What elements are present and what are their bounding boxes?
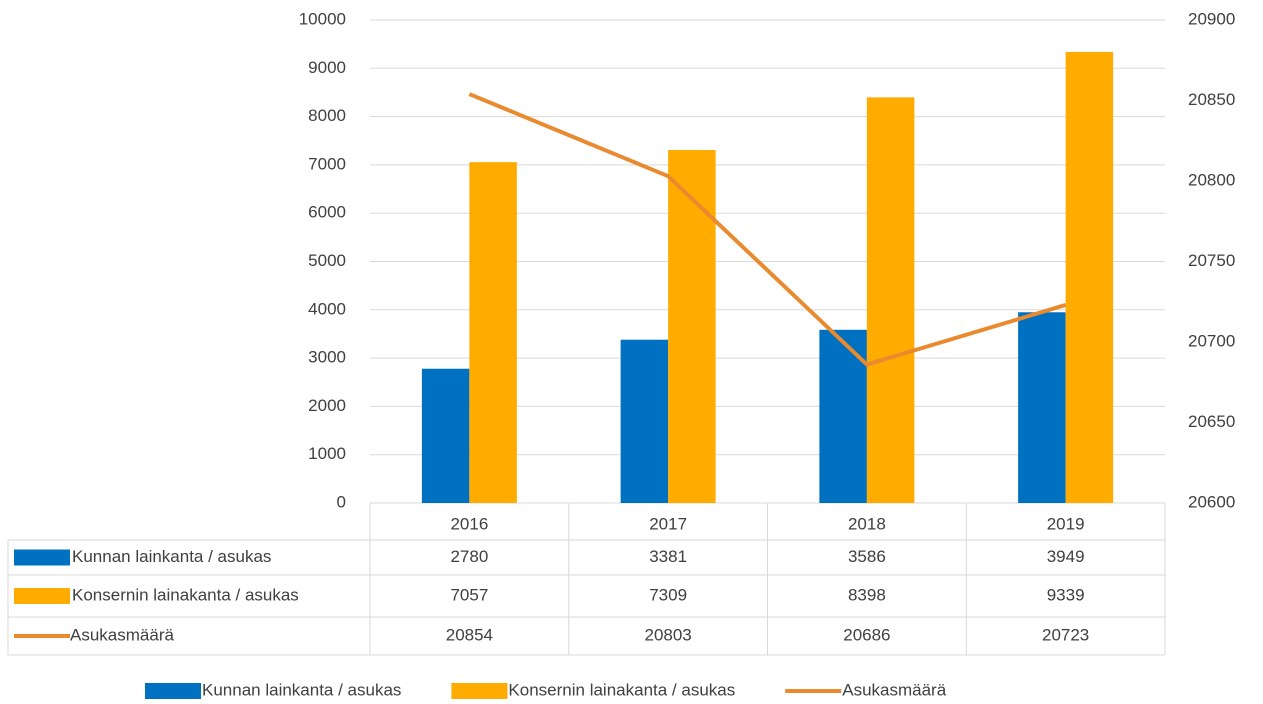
table-cell: 20854 [446,625,493,644]
table-legend-key [14,588,70,604]
table-cell: 3586 [848,547,886,566]
x-tick-label: 2019 [1047,514,1085,533]
legend-label: Kunnan lainkanta / asukas [202,680,401,699]
y2-tick-label: 20800 [1188,170,1235,189]
table-cell: 20803 [644,625,691,644]
y-tick-label: 0 [337,492,346,511]
legend-key [451,683,508,699]
y-tick-label: 6000 [308,203,346,222]
table-cell: 9339 [1047,585,1085,604]
y-tick-label: 10000 [299,9,346,28]
y-tick-label: 2000 [308,396,346,415]
y2-tick-label: 20650 [1188,412,1235,431]
y2-tick-label: 20600 [1188,492,1235,511]
line [468,92,1067,367]
bar [469,162,517,503]
y-tick-label: 8000 [308,106,346,125]
y-tick-label: 3000 [308,348,346,367]
x-tick-label: 2018 [848,514,886,533]
bar [620,339,669,503]
table-cell: 3949 [1047,547,1085,566]
y2-tick-label: 20850 [1188,90,1235,109]
legend-label: Asukasmäärä [842,680,946,699]
bar [1065,51,1114,503]
bar [1018,312,1066,503]
bar [668,149,716,504]
bar [866,97,915,504]
table-cell: 2780 [450,547,488,566]
x-tick-label: 2016 [450,514,488,533]
table-cell: 20723 [1042,625,1089,644]
table-cell: 3381 [649,547,687,566]
y2-tick-label: 20900 [1188,9,1235,28]
table-cell: 20686 [843,625,890,644]
table-cell: 7057 [450,585,488,604]
table-row-label: Konsernin lainakanta / asukas [72,585,299,604]
y-tick-label: 5000 [308,251,346,270]
legend-label: Konsernin lainakanta / asukas [508,680,735,699]
y2-tick-label: 20700 [1188,331,1235,350]
y-tick-label: 4000 [308,299,346,318]
table-row-label: Asukasmäärä [70,625,174,644]
table-row-label: Kunnan lainkanta / asukas [72,547,271,566]
legend-key [145,683,201,699]
table-legend-key [14,549,70,566]
table-cell: 8398 [848,585,886,604]
x-tick-label: 2017 [649,514,687,533]
y-tick-label: 7000 [308,154,346,173]
y2-tick-label: 20750 [1188,251,1235,270]
table-cell: 7309 [649,585,687,604]
y-tick-label: 1000 [308,444,346,463]
y-tick-label: 9000 [308,58,346,77]
bar [421,368,470,503]
